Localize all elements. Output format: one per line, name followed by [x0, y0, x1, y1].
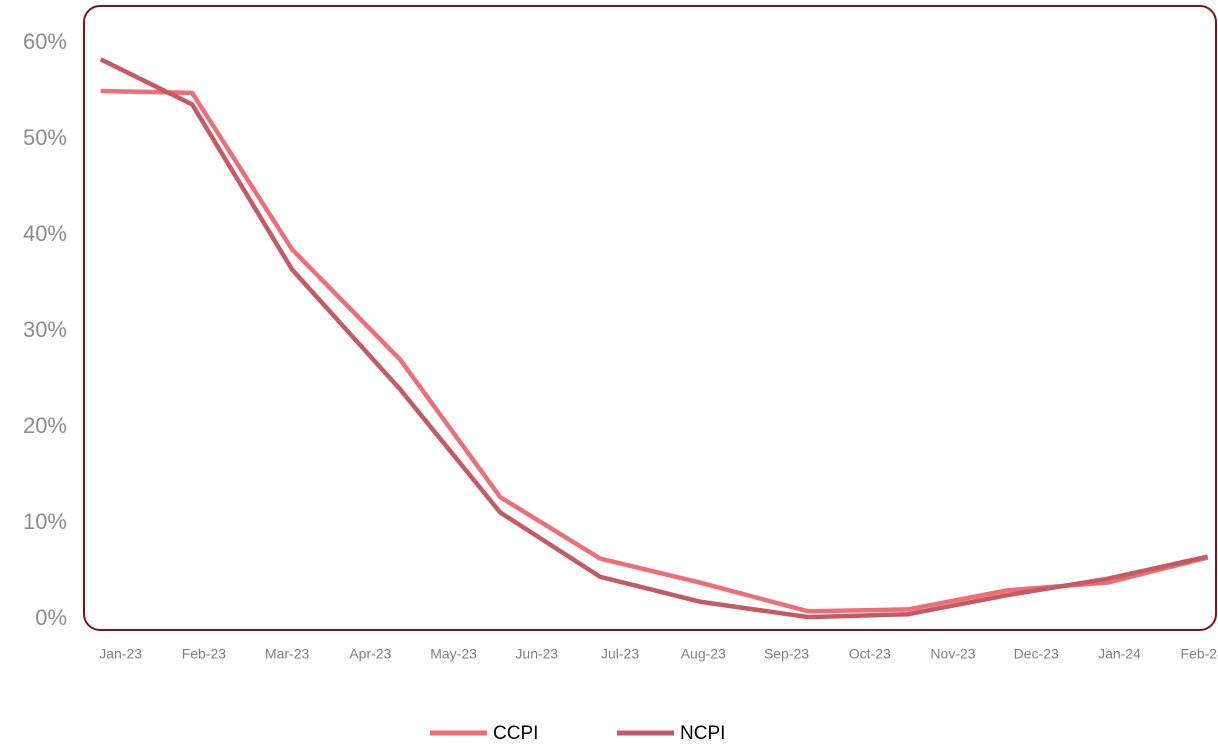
x-tick-label: Jun-23 [515, 646, 558, 662]
series-line [100, 88, 1209, 614]
x-tick-label: Mar-23 [265, 646, 310, 662]
x-tick-label: Jul-23 [601, 646, 639, 662]
x-tick-label: Feb-23 [182, 646, 227, 662]
legend-label: CCPI [493, 723, 538, 744]
y-tick-label: 0% [35, 605, 67, 630]
y-tick-label: 30% [23, 317, 67, 342]
series-line [99, 57, 1209, 620]
x-tick-label: Nov-23 [930, 646, 975, 662]
x-tick-label: Oct-23 [849, 646, 891, 662]
y-tick-label: 20% [23, 413, 67, 438]
y-tick-label: 10% [23, 509, 67, 534]
x-tick-label: Dec-23 [1014, 646, 1059, 662]
plot-frame [83, 5, 1217, 631]
x-tick-label: Jan-24 [1098, 646, 1141, 662]
x-tick-label: Sep-23 [764, 646, 809, 662]
x-tick-label: Apr-23 [349, 646, 391, 662]
x-tick-label: Jan-23 [99, 646, 142, 662]
x-tick-label: Aug-23 [681, 646, 726, 662]
x-tick-label: Feb-24 [1181, 646, 1218, 662]
legend-label: NCPI [680, 723, 725, 744]
x-tick-label: May-23 [430, 646, 477, 662]
y-tick-label: 60% [23, 29, 67, 54]
y-tick-label: 50% [23, 125, 67, 150]
y-tick-label: 40% [23, 221, 67, 246]
